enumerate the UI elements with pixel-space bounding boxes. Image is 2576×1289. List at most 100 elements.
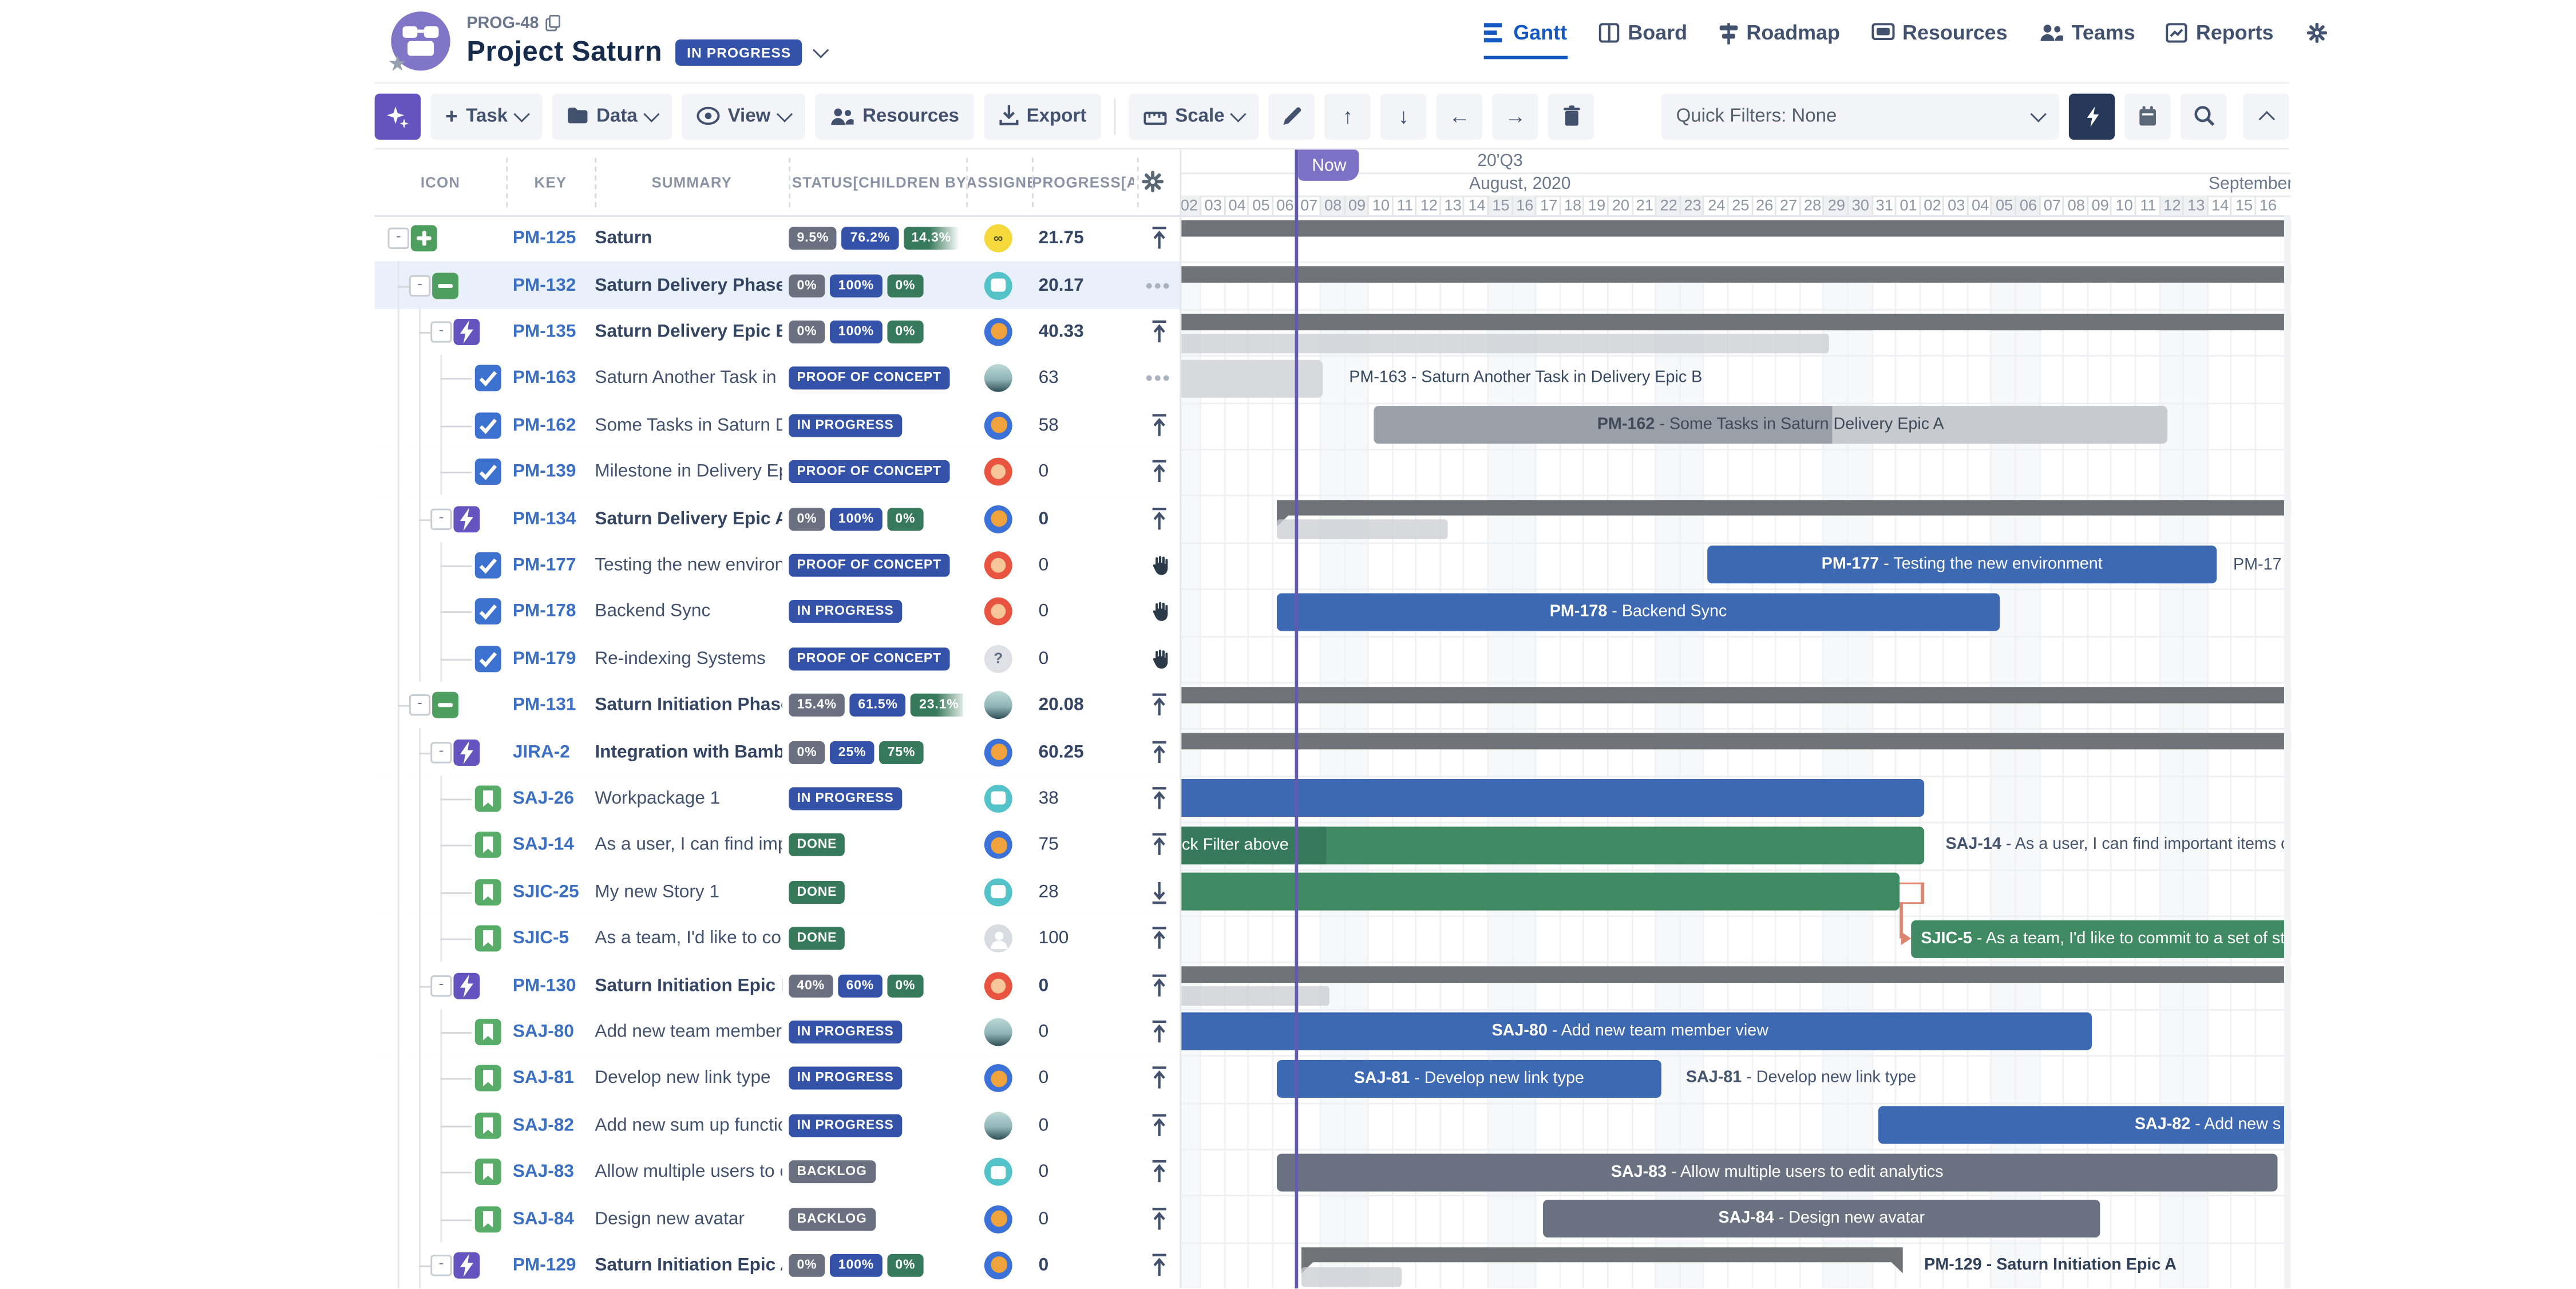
- issue-summary[interactable]: Workpackage 1: [595, 789, 721, 809]
- issue-summary[interactable]: Milestone in Delivery Epic B: [595, 462, 782, 482]
- assignee-avatar[interactable]: [984, 971, 1012, 999]
- hand-icon[interactable]: [1141, 647, 1177, 670]
- pin-icon[interactable]: [1141, 693, 1177, 718]
- collapse-toolbar-button[interactable]: [2243, 93, 2289, 139]
- assignee-avatar[interactable]: [984, 691, 1012, 719]
- issue-summary[interactable]: Saturn Delivery Phase: [595, 275, 782, 295]
- assignee-avatar[interactable]: [984, 1111, 1012, 1140]
- table-row-sjic-5[interactable]: SJIC-5 As a team, I'd like to commit to a…: [374, 915, 1180, 964]
- tab-reports[interactable]: Reports: [2166, 21, 2274, 45]
- issue-key[interactable]: PM-132: [512, 275, 576, 295]
- assignee-avatar[interactable]: [984, 1158, 1012, 1187]
- issue-summary[interactable]: Design new avatar: [595, 1208, 745, 1229]
- tab-board[interactable]: Board: [1598, 21, 1687, 45]
- assignee-avatar[interactable]: [984, 598, 1012, 626]
- task-bar[interactable]: SAJ-80 - Add new team member view: [1181, 1013, 2092, 1051]
- issue-key[interactable]: SAJ-80: [512, 1022, 574, 1042]
- assignee-avatar[interactable]: [984, 738, 1012, 766]
- assignee-avatar[interactable]: [984, 1251, 1012, 1280]
- issue-key[interactable]: SAJ-81: [512, 1069, 574, 1089]
- issue-key[interactable]: SAJ-83: [512, 1162, 574, 1182]
- move-down-button[interactable]: ↓: [1380, 93, 1427, 139]
- table-row-saj-82[interactable]: SAJ-82 Add new sum up function IN PROGRESS…: [374, 1102, 1180, 1150]
- settings-gear-icon[interactable]: [2305, 21, 2328, 44]
- group-bar[interactable]: [1181, 313, 2291, 330]
- task-bar[interactable]: SJIC-5 - As a team, I'd like to commit t…: [1911, 919, 2291, 958]
- task-button[interactable]: + Task: [430, 93, 543, 139]
- tab-roadmap[interactable]: Roadmap: [1719, 21, 1840, 45]
- table-row-saj-26[interactable]: SAJ-26 Workpackage 1 IN PROGRESS 38: [374, 775, 1180, 824]
- issue-key[interactable]: SJIC-25: [512, 882, 579, 902]
- issue-summary[interactable]: Add new team member view: [595, 1022, 782, 1042]
- tree-toggle[interactable]: -: [430, 974, 452, 997]
- view-button[interactable]: View: [682, 93, 805, 139]
- table-row-pm-162[interactable]: PM-162 Some Tasks in Saturn Delivery Epic…: [374, 402, 1180, 450]
- table-row-pm-129[interactable]: - PM-129 Saturn Initiation Epic A 0% 100% 0% 0: [374, 1242, 1180, 1289]
- issue-key[interactable]: SAJ-26: [512, 789, 574, 809]
- task-bar[interactable]: PM-178 - Backend Sync: [1276, 592, 2000, 631]
- pin-icon[interactable]: [1141, 319, 1177, 344]
- issue-key[interactable]: PM-162: [512, 415, 576, 436]
- assignee-avatar[interactable]: ∞: [984, 224, 1012, 253]
- hand-icon[interactable]: [1141, 600, 1177, 623]
- table-row-pm-135[interactable]: - PM-135 Saturn Delivery Epic B 0% 100% 0% 40.…: [374, 309, 1180, 357]
- data-button[interactable]: Data: [552, 93, 672, 139]
- table-row-pm-131[interactable]: - PM-131 Saturn Initiation Phase 15.4% 61.5%…: [374, 682, 1180, 730]
- table-row-sjic-25[interactable]: SJIC-25 My new Story 1 DONE 28: [374, 868, 1180, 918]
- table-row-pm-125[interactable]: - PM-125 Saturn 9.5% 76.2% 14.3% ∞ 21.75: [374, 215, 1180, 264]
- table-row-pm-178[interactable]: PM-178 Backend Sync IN PROGRESS 0: [374, 588, 1180, 637]
- table-row-pm-163[interactable]: PM-163 Saturn Another Task in Delivery Ep…: [374, 355, 1180, 404]
- col-status[interactable]: STATUS[CHILDREN BY STATUS]: [792, 174, 970, 191]
- move-up-button[interactable]: ↑: [1324, 93, 1371, 139]
- tree-toggle[interactable]: -: [409, 274, 431, 296]
- issue-summary[interactable]: Develop new link type: [595, 1069, 771, 1089]
- tab-gantt[interactable]: Gantt: [1483, 21, 1567, 60]
- assignee-avatar[interactable]: [984, 551, 1012, 580]
- pin-icon[interactable]: [1141, 226, 1177, 251]
- edit-pencil-button[interactable]: [1269, 93, 1315, 139]
- tab-resources[interactable]: Resources: [1871, 21, 2008, 45]
- issue-summary[interactable]: My new Story 1: [595, 882, 720, 902]
- pin-icon[interactable]: [1141, 833, 1177, 857]
- favorite-star-icon[interactable]: ★: [387, 51, 407, 76]
- assignee-avatar[interactable]: ?: [984, 644, 1012, 673]
- pin-icon[interactable]: [1141, 1160, 1177, 1184]
- group-bar[interactable]: [1181, 687, 2291, 703]
- tree-toggle[interactable]: -: [430, 321, 452, 343]
- resources-button[interactable]: Resources: [814, 93, 974, 139]
- assignee-avatar[interactable]: [984, 878, 1012, 906]
- task-bar[interactable]: PM-162 - Some Tasks in Saturn Delivery E…: [1374, 406, 2168, 444]
- group-bar[interactable]: [1181, 220, 2291, 237]
- issue-key[interactable]: PM-178: [512, 602, 576, 622]
- issue-summary[interactable]: Testing the new environment: [595, 555, 782, 575]
- tree-toggle[interactable]: -: [387, 228, 409, 250]
- table-row-pm-177[interactable]: PM-177 Testing the new environment PROOF O…: [374, 541, 1180, 591]
- issue-key[interactable]: PM-139: [512, 462, 576, 482]
- table-row-saj-80[interactable]: SAJ-80 Add new team member view IN PROGRES…: [374, 1009, 1180, 1057]
- col-key[interactable]: KEY: [534, 174, 567, 191]
- issue-summary[interactable]: Saturn Initiation Epic A: [595, 1255, 782, 1276]
- issue-summary[interactable]: Saturn Initiation Phase: [595, 695, 782, 715]
- assignee-avatar[interactable]: [984, 924, 1012, 953]
- export-button[interactable]: Export: [983, 93, 1102, 139]
- project-status-badge[interactable]: IN PROGRESS: [675, 38, 803, 65]
- assignee-avatar[interactable]: [984, 271, 1012, 299]
- pin-icon[interactable]: [1141, 1020, 1177, 1045]
- issue-key[interactable]: SJIC-5: [512, 928, 569, 949]
- issue-summary[interactable]: Add new sum up function: [595, 1115, 782, 1136]
- issue-summary[interactable]: Backend Sync: [595, 602, 711, 622]
- issue-summary[interactable]: Integration with Bamboo: [595, 742, 782, 762]
- task-bar[interactable]: SAJ-81 - Develop new link type: [1276, 1059, 1661, 1098]
- assignee-avatar[interactable]: [984, 411, 1012, 440]
- table-row-jira-2[interactable]: - JIRA-2 Integration with Bamboo 0%25%75% 60…: [374, 729, 1180, 777]
- pin-icon[interactable]: [1141, 786, 1177, 811]
- col-progress[interactable]: PROGRESS[AVERAGE]: [1032, 174, 1134, 191]
- search-button[interactable]: [2181, 93, 2227, 139]
- assignee-avatar[interactable]: [984, 1065, 1012, 1093]
- issue-key[interactable]: PM-163: [512, 369, 576, 389]
- move-left-button[interactable]: ←: [1436, 93, 1483, 139]
- pin-icon[interactable]: [1141, 1113, 1177, 1138]
- pin-icon[interactable]: [1141, 740, 1177, 764]
- issue-key[interactable]: SAJ-82: [512, 1115, 574, 1136]
- table-row-pm-134[interactable]: - PM-134 Saturn Delivery Epic A 0% 100% 0% 0: [374, 495, 1180, 544]
